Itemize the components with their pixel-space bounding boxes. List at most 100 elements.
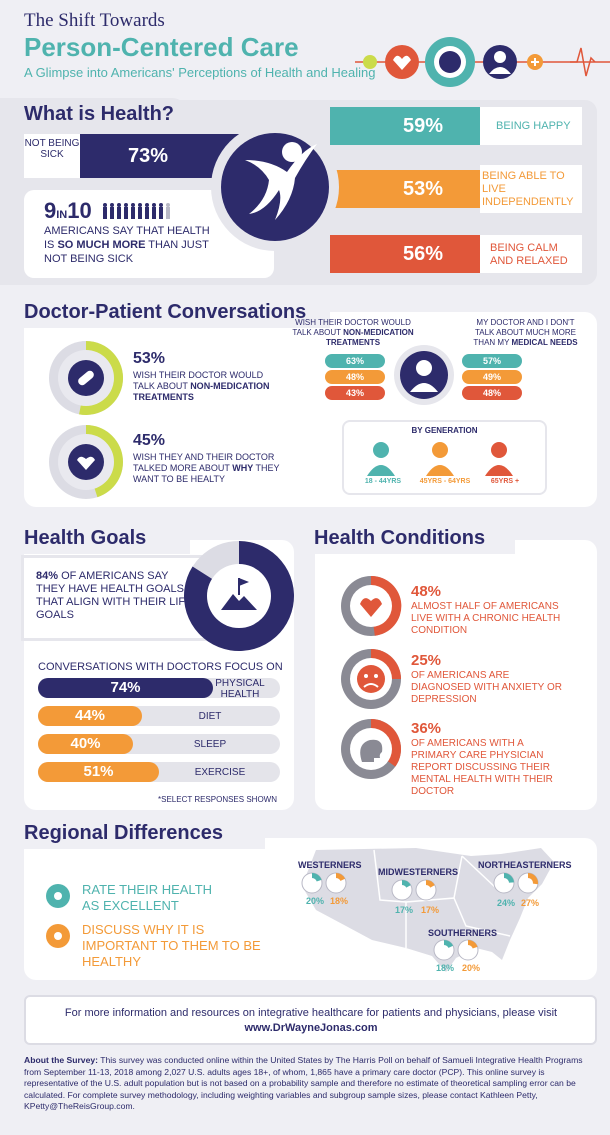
non-med-donut xyxy=(49,341,124,415)
cond2-pct: 25% xyxy=(411,652,442,669)
region-northeast-a: 24% xyxy=(497,898,516,908)
cond2-text: OF AMERICANS ARE DIAGNOSED WITH ANXIETY … xyxy=(411,670,562,705)
legend-excellent: RATE THEIR HEALTH AS EXCELLENT xyxy=(82,882,213,913)
more-info-text: For more information and resources on in… xyxy=(64,1007,558,1034)
not-sick-pct: 73% xyxy=(128,145,169,167)
what-is-health-title: What is Health? xyxy=(0,98,189,130)
medical-gen1: 57% xyxy=(462,354,522,368)
website-link[interactable]: www.DrWayneJonas.com xyxy=(244,1022,378,1034)
medical-needs-head: MY DOCTOR AND I DON'T TALK ABOUT MUCH MO… xyxy=(473,318,578,347)
happy-label-box xyxy=(480,107,582,145)
goal-exercise: 51% xyxy=(38,762,159,782)
heart-icon xyxy=(360,598,382,617)
legend-discuss: DISCUSS WHY IT IS IMPORTANT TO THEM TO B… xyxy=(82,922,261,969)
young-person-icon xyxy=(367,442,395,476)
independent-pct: 53% xyxy=(403,178,444,200)
header-kicker: The Shift Towards xyxy=(24,10,165,31)
non-med-head: WISH THEIR DOCTOR WOULD TALK ABOUT NON-M… xyxy=(292,318,414,347)
nine-in-ten: 9IN10 xyxy=(44,198,92,223)
region-northeast: NORTHEASTERNERS xyxy=(478,860,572,870)
cond1-pct: 48% xyxy=(411,583,442,600)
legend-excellent-dot xyxy=(46,884,70,908)
by-generation-label: BY GENERATION xyxy=(411,426,478,435)
goals-donut xyxy=(183,541,294,651)
region-south-b: 20% xyxy=(462,963,481,973)
medical-gen3: 48% xyxy=(462,386,522,400)
person-logo-circle xyxy=(211,123,339,251)
region-donut-hole xyxy=(397,885,407,895)
independent-label-box xyxy=(480,165,582,213)
region-donut-hole xyxy=(499,878,509,888)
northeast-donuts xyxy=(493,872,539,894)
goal-sleep-label: SLEEP xyxy=(193,739,227,750)
non-med-text: WISH THEIR DOCTOR WOULD TALK ABOUT NON-M… xyxy=(133,370,270,402)
more-info-box xyxy=(24,995,597,1045)
region-midwest-a: 17% xyxy=(395,905,414,915)
legend-discuss-dot xyxy=(46,924,70,948)
cond3-pct: 36% xyxy=(411,720,442,737)
medical-gen2: 49% xyxy=(462,370,522,384)
why-healthy-donut xyxy=(49,425,123,499)
region-west-a: 20% xyxy=(306,896,325,906)
mental-health-donut xyxy=(341,719,402,779)
calm-pct: 56% xyxy=(403,243,444,265)
region-west: WESTERNERS xyxy=(298,860,362,870)
goal-exercise-label: EXERCISE xyxy=(194,767,246,778)
region-donut-hole xyxy=(307,878,317,888)
goal-diet-label: DIET xyxy=(198,711,222,722)
west-donuts xyxy=(301,872,347,894)
south-donuts xyxy=(433,939,479,961)
goal-sleep: 40% xyxy=(38,734,133,754)
region-donut-hole xyxy=(439,945,449,955)
independent-label: BEING ABLE TO LIVE INDEPENDENTLY xyxy=(482,170,574,208)
mountain-flag-icon xyxy=(221,578,257,610)
goal-diet: 44% xyxy=(38,706,142,726)
goals-intro-box xyxy=(24,558,204,638)
region-midwest: MIDWESTERNERS xyxy=(378,867,459,877)
doctor-patient-title: Doctor-Patient Conversations xyxy=(0,296,330,328)
regional-title: Regional Differences xyxy=(0,817,265,849)
calm-label-box xyxy=(480,235,582,273)
sad-face-icon xyxy=(357,665,385,693)
region-west-b: 18% xyxy=(330,896,349,906)
region-donut-hole xyxy=(523,878,533,888)
about-survey: About the Survey: This survey was conduc… xyxy=(24,1055,583,1111)
anxiety-donut xyxy=(341,649,401,709)
non-med-pct: 53% xyxy=(133,350,166,367)
region-donut-hole xyxy=(331,878,341,888)
calm-label: BEING CALM AND RELAXED xyxy=(490,242,568,267)
header-heartbeat-graphic xyxy=(355,37,610,87)
non-med-gen3: 43% xyxy=(325,386,385,400)
non-med-gen1: 63% xyxy=(325,354,385,368)
cond3-text: OF AMERICANS WITH A PRIMARY CARE PHYSICI… xyxy=(411,738,553,797)
health-conditions-title: Health Conditions xyxy=(300,522,515,554)
generation-card xyxy=(342,420,547,495)
region-northeast-b: 27% xyxy=(521,898,540,908)
gen3-label: 65YRS + xyxy=(490,478,520,485)
not-sick-label-box: NOT BEING SICK xyxy=(24,134,80,178)
heart-condition-donut xyxy=(341,575,402,636)
senior-person-icon xyxy=(485,442,513,476)
region-south-a: 18% xyxy=(436,963,455,973)
people-icon-row xyxy=(103,203,170,219)
happy-bar: 59% xyxy=(330,107,480,145)
goal-physical-label: PHYSICAL HEALTH xyxy=(215,678,265,700)
goals-footnote: *SELECT RESPONSES SHOWN xyxy=(158,795,277,804)
region-midwest-b: 17% xyxy=(421,905,440,915)
not-sick-label: NOT BEING SICK xyxy=(24,138,80,160)
gen1-label: 18 - 44YRS xyxy=(364,478,402,485)
non-med-gen2: 48% xyxy=(325,370,385,384)
cond1-text: ALMOST HALF OF AMERICANS LIVE WITH A CHR… xyxy=(411,601,561,636)
goal-physical: 74% xyxy=(38,678,213,698)
goals-intro-text: 84% OF AMERICANS SAY THEY HAVE HEALTH GO… xyxy=(36,570,193,621)
happy-label: BEING HAPPY xyxy=(496,120,571,132)
generation-icons xyxy=(367,442,513,476)
independent-bar: 53% xyxy=(330,170,480,208)
nine-in-ten-text: AMERICANS SAY THAT HEALTH IS SO MUCH MOR… xyxy=(44,225,210,265)
region-donut-hole xyxy=(421,885,431,895)
doctor-icon xyxy=(394,345,454,405)
midwest-donuts xyxy=(391,879,437,901)
chat-icon xyxy=(363,55,377,69)
gen2-label: 45YRS - 64YRS xyxy=(419,478,471,485)
calm-bar: 56% xyxy=(330,235,480,273)
